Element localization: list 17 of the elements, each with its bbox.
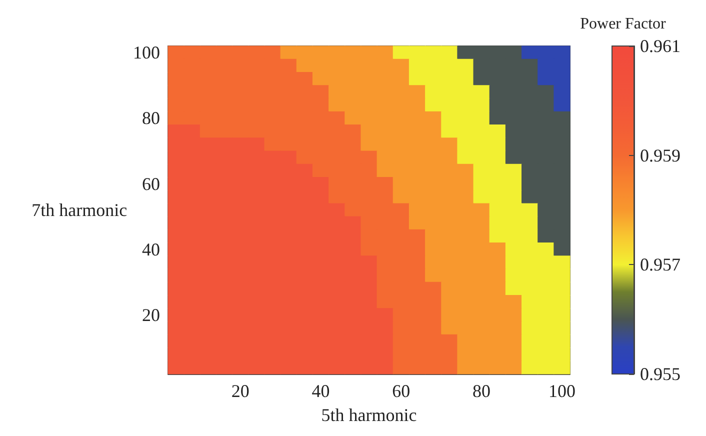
color-bar-label: 0.955	[640, 364, 680, 384]
y-tick-label: 80	[142, 108, 160, 128]
x-tick-label: 60	[392, 381, 410, 401]
color-bar-title: Power Factor	[580, 16, 667, 32]
y-axis-title: 7th harmonic	[32, 200, 128, 220]
x-tick-label: 100	[548, 381, 576, 401]
x-tick-label: 80	[472, 381, 491, 401]
x-axis-title: 5th harmonic	[321, 405, 417, 425]
y-tick-label: 60	[142, 174, 160, 194]
x-tick-label: 40	[312, 381, 330, 401]
y-tick-label: 20	[142, 304, 160, 325]
y-tick-label: 40	[142, 239, 160, 260]
color-bar-label: 0.961	[640, 36, 680, 56]
y-tick-label: 100	[133, 42, 160, 63]
x-tick-label: 20	[231, 381, 250, 401]
color-bar-label: 0.959	[640, 145, 680, 166]
color-bar-label: 0.957	[640, 254, 680, 275]
